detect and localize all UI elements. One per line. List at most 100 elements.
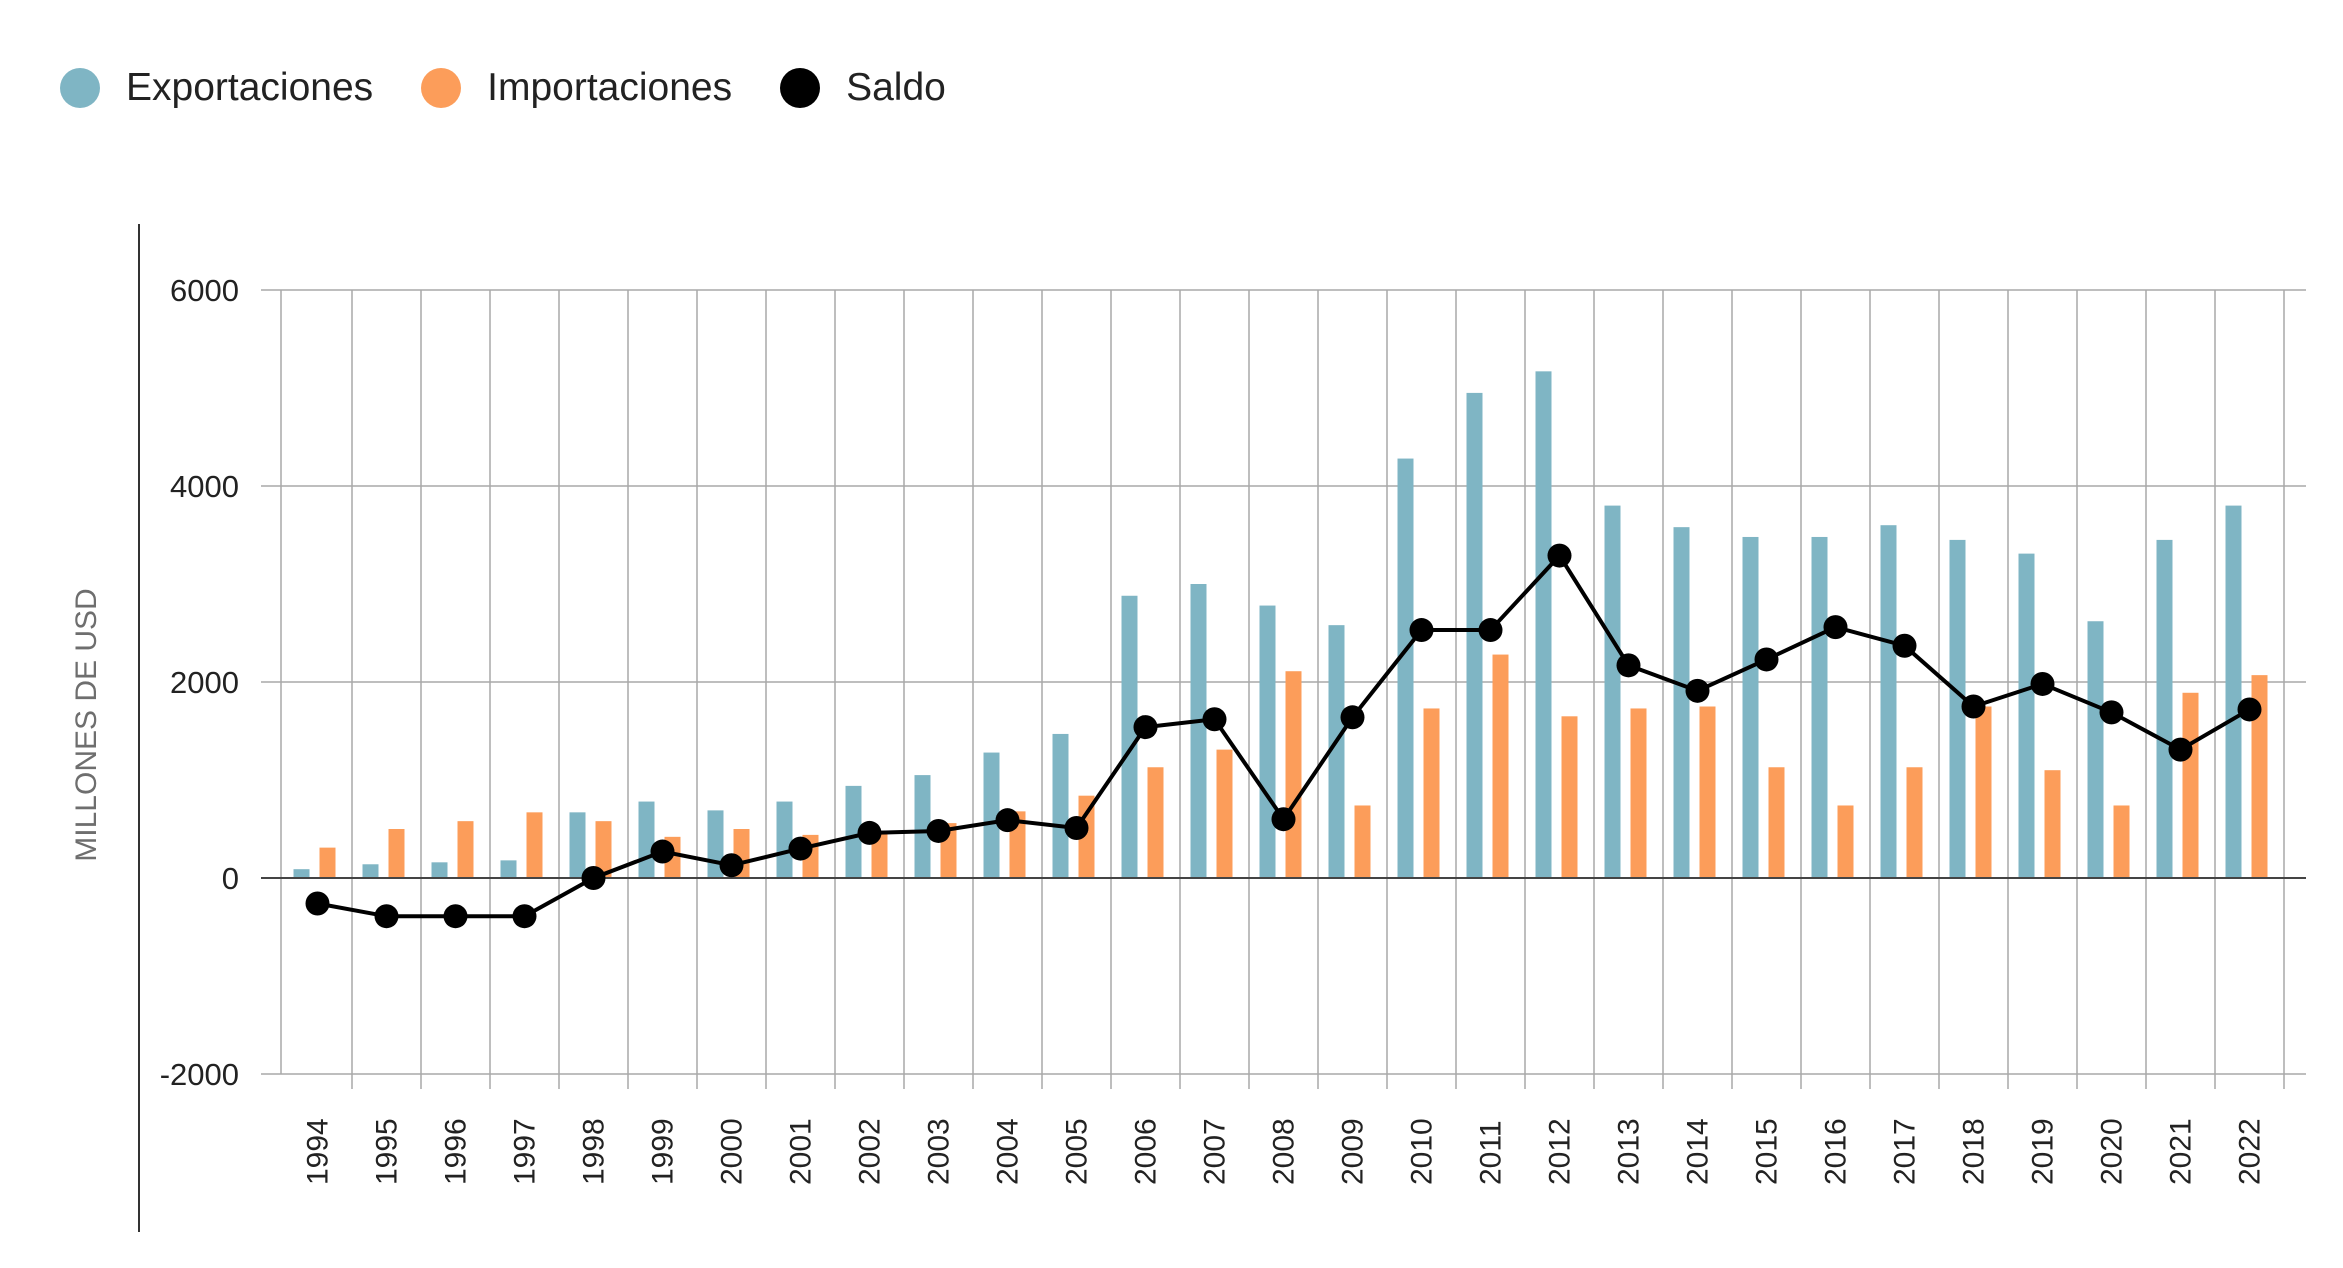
bar-exportaciones (1466, 392, 1483, 878)
x-tick-label: 2014 (1682, 1118, 1715, 1185)
bars (293, 371, 2268, 878)
legend-swatch-saldo (780, 68, 821, 108)
point-saldo (926, 818, 951, 843)
x-tick-label: 2007 (1199, 1118, 1232, 1185)
tick-labels: 6000 4000 2000 0 -2000 1994 1995 1996 1997 1998 19… (160, 273, 2267, 1185)
point-saldo (995, 808, 1020, 833)
bar-importaciones (2251, 675, 2268, 878)
bar-importaciones (1285, 671, 1302, 878)
bar-exportaciones (638, 801, 655, 878)
bar-importaciones (1768, 767, 1785, 878)
bar-importaciones (595, 821, 612, 878)
bar-exportaciones (1949, 539, 1966, 878)
x-tick-label: 2000 (716, 1118, 749, 1185)
bar-exportaciones (1880, 525, 1897, 878)
y-tick-label: 0 (222, 861, 239, 896)
legend-swatch-exportaciones (60, 68, 100, 108)
point-saldo (1961, 694, 1986, 719)
x-tick-label: 2002 (854, 1118, 887, 1185)
bar-importaciones (319, 847, 336, 878)
x-tick-label: 2016 (1820, 1118, 1853, 1185)
bar-exportaciones (1328, 625, 1345, 878)
x-tick-label: 2012 (1544, 1118, 1577, 1185)
bar-exportaciones (914, 775, 931, 878)
point-saldo (1409, 618, 1434, 643)
bar-importaciones (2113, 805, 2130, 878)
point-saldo (443, 904, 468, 929)
y-axis-label: MILLONES DE USD (70, 588, 103, 861)
x-tick-label: 2004 (992, 1118, 1025, 1185)
x-tick-label: 2006 (1130, 1118, 1163, 1185)
point-saldo (719, 853, 744, 878)
point-saldo (2237, 697, 2262, 722)
x-tick-label: 2021 (2165, 1118, 2198, 1185)
x-tick-label: 2001 (785, 1118, 818, 1185)
point-saldo (857, 820, 882, 845)
bar-exportaciones (2156, 539, 2173, 878)
point-saldo (2168, 737, 2193, 762)
bar-importaciones (1837, 805, 1854, 878)
x-tick-label: 2019 (2027, 1118, 2060, 1185)
point-saldo (1547, 543, 1572, 568)
bar-exportaciones (2087, 621, 2104, 878)
x-tick-label: 2018 (1958, 1118, 1991, 1185)
bar-importaciones (2182, 692, 2199, 878)
x-tick-label: 1996 (440, 1118, 473, 1185)
point-saldo (1478, 618, 1503, 643)
bar-exportaciones (1259, 605, 1276, 878)
x-tick-label: 2003 (923, 1118, 956, 1185)
bar-importaciones (526, 812, 543, 878)
point-saldo (1202, 707, 1227, 732)
bar-exportaciones (2225, 505, 2242, 878)
x-tick-label: 1997 (509, 1118, 542, 1185)
x-tick-label: 2008 (1268, 1118, 1301, 1185)
point-saldo (1133, 715, 1158, 740)
point-saldo (1823, 615, 1848, 640)
legend-label-importaciones: Importaciones (487, 66, 733, 109)
x-tick-label: 2020 (2096, 1118, 2129, 1185)
bar-importaciones (1561, 716, 1578, 878)
x-tick-label: 1994 (302, 1118, 335, 1185)
point-saldo (305, 891, 330, 916)
point-saldo (1064, 816, 1089, 841)
x-tick-label: 1999 (647, 1118, 680, 1185)
legend-item-saldo: Saldo (780, 66, 946, 110)
gridlines (261, 289, 2306, 1089)
bar-importaciones (457, 821, 474, 878)
legend-item-exportaciones: Exportaciones (60, 66, 373, 110)
bar-exportaciones (1535, 371, 1552, 878)
x-tick-label: 2010 (1406, 1118, 1439, 1185)
x-tick-label: 2017 (1889, 1118, 1922, 1185)
point-saldo (2030, 671, 2055, 696)
bar-exportaciones (362, 864, 379, 878)
point-saldo (1685, 678, 1710, 703)
bar-exportaciones (569, 812, 586, 878)
bar-importaciones (1699, 706, 1716, 878)
x-tick-label: 2009 (1337, 1118, 1370, 1185)
legend-swatch-importaciones (421, 68, 462, 108)
bar-exportaciones (776, 801, 793, 878)
point-saldo (1892, 633, 1917, 658)
legend-label-exportaciones: Exportaciones (126, 66, 374, 109)
bar-exportaciones (431, 862, 448, 878)
bar-importaciones (1423, 708, 1440, 878)
bar-importaciones (1354, 805, 1371, 878)
bar-importaciones (1147, 767, 1164, 878)
x-tick-label: 2015 (1751, 1118, 1784, 1185)
bar-importaciones (1216, 749, 1233, 878)
saldo-series (305, 543, 2262, 929)
bar-importaciones (2044, 770, 2061, 878)
bar-exportaciones (1811, 536, 1828, 878)
x-tick-label: 2013 (1613, 1118, 1646, 1185)
point-saldo (512, 904, 537, 929)
bar-exportaciones (1604, 505, 1621, 878)
bar-exportaciones (983, 752, 1000, 878)
x-tick-label: 2005 (1061, 1118, 1094, 1185)
point-saldo (374, 904, 399, 929)
point-saldo (1616, 653, 1641, 678)
bar-importaciones (1492, 654, 1509, 878)
y-tick-label: 6000 (170, 273, 239, 308)
bar-importaciones (1630, 708, 1647, 878)
